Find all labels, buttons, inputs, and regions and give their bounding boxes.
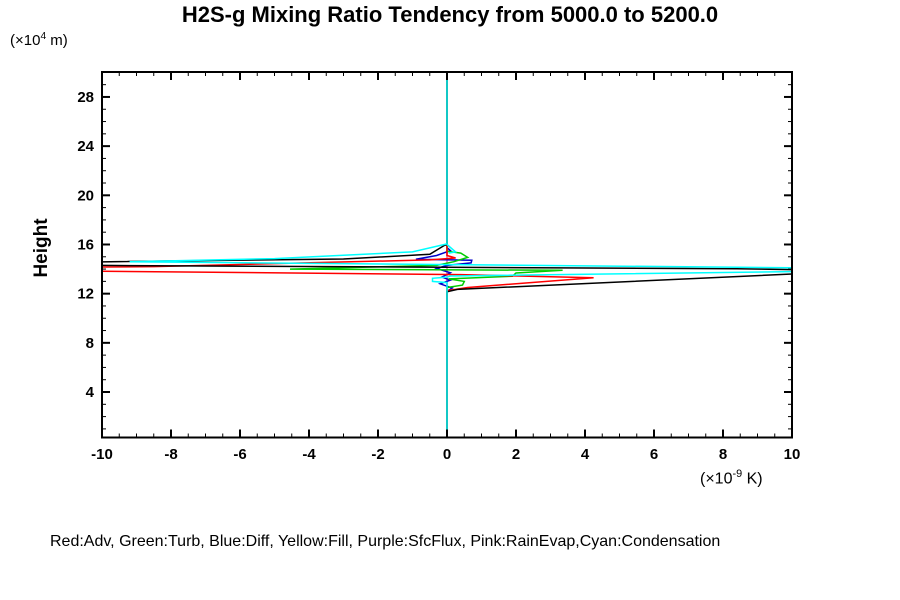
y-tick-label: 4 xyxy=(86,384,95,401)
series-color-legend: Red:Adv, Green:Turb, Blue:Diff, Yellow:F… xyxy=(50,533,721,550)
x-tick-label: -6 xyxy=(233,446,246,463)
x-tick-label: -2 xyxy=(371,446,384,463)
series-condensation xyxy=(129,72,792,269)
y-tick-label: 12 xyxy=(77,286,94,303)
y-tick-label: 28 xyxy=(77,89,94,106)
x-tick-label: 6 xyxy=(650,446,658,463)
x-axis-unit-exponent: -9 xyxy=(732,468,743,480)
x-tick-label: -10 xyxy=(91,446,113,463)
y-tick-label: 24 xyxy=(77,138,94,155)
x-axis-unit-label: (×10-9 K) xyxy=(700,468,763,488)
y-axis-unit-label: (×104 m) xyxy=(10,31,68,49)
y-tick-label: 8 xyxy=(86,335,94,352)
x-tick-label: 10 xyxy=(784,446,801,463)
series-condensation xyxy=(446,243,458,254)
x-tick-label: 0 xyxy=(443,446,451,463)
y-axis-unit-exponent: 4 xyxy=(40,31,47,42)
y-tick-label: 20 xyxy=(77,187,94,204)
x-tick-label: 8 xyxy=(719,446,727,463)
x-tick-label: 4 xyxy=(581,446,590,463)
series-turb xyxy=(289,72,563,438)
chart-title: H2S-g Mixing Ratio Tendency from 5000.0 … xyxy=(181,2,719,27)
x-tick-label: -4 xyxy=(302,446,316,463)
series-adv xyxy=(102,270,594,438)
series-condensation xyxy=(431,270,792,438)
series-black xyxy=(102,72,448,263)
series-black xyxy=(446,273,792,438)
y-tick-label: 16 xyxy=(77,236,94,253)
series-adv xyxy=(102,72,456,268)
x-tick-label: 2 xyxy=(512,446,520,463)
x-tick-label: -8 xyxy=(164,446,177,463)
series-black xyxy=(102,264,792,271)
